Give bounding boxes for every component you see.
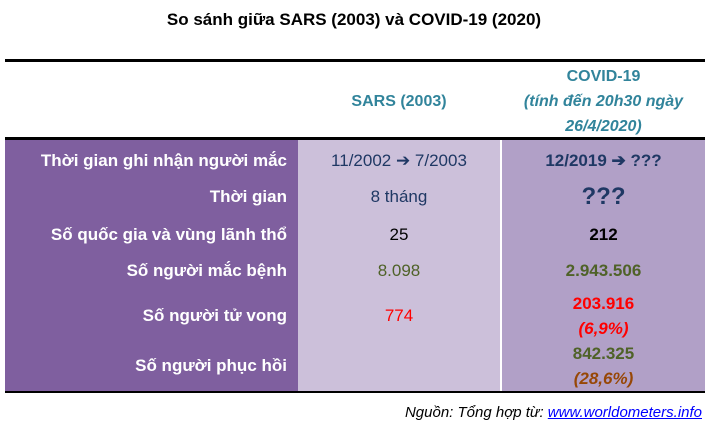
row-label: Số người phục hồi — [135, 356, 287, 375]
covid-value: 2.943.506 — [565, 261, 642, 280]
header-rule — [5, 137, 705, 140]
covid-header-line: 26/4/2020) — [565, 118, 642, 135]
sars-value: 11/2002 ➔ 7/2003 — [331, 151, 467, 170]
row-label: Số người tử vong — [142, 306, 287, 325]
covid-value: 212 — [589, 225, 618, 244]
title: So sánh giữa SARS (2003) và COVID-19 (20… — [166, 10, 542, 29]
sars-value: 8 tháng — [370, 187, 428, 206]
covid-header: COVID-19 (tính đến 20h30 ngày 26/4/2020) — [502, 64, 705, 139]
top-rule — [5, 59, 705, 62]
covid-value: 203.916 — [572, 293, 635, 313]
row-label: Thời gian — [209, 187, 287, 206]
bottom-rule — [5, 391, 705, 393]
covid-header-line: (tính đến 20h30 ngày — [523, 93, 684, 110]
sars-column — [298, 140, 500, 392]
covid-value: 12/2019 ➔ ??? — [545, 151, 662, 170]
covid-value: ??? — [581, 183, 626, 210]
sars-value: 25 — [389, 225, 409, 244]
label-column — [5, 140, 298, 392]
covid-value: (6,9%) — [578, 318, 629, 338]
sars-value: 774 — [384, 306, 414, 325]
source-link[interactable]: www.worldometers.info — [547, 404, 702, 421]
covid-value: 842.325 — [572, 343, 635, 363]
covid-column — [502, 140, 705, 392]
row-label: Thời gian ghi nhận người mắc — [40, 151, 287, 170]
sars-value: 8.098 — [377, 261, 421, 280]
covid-header-line: COVID-19 — [566, 68, 641, 85]
sars-header: SARS (2003) — [351, 93, 447, 110]
source-prefix: Nguồn: Tổng hợp từ: — [404, 404, 548, 421]
row-label: Số quốc gia và vùng lãnh thổ — [50, 225, 287, 244]
covid-value: (28,6%) — [573, 368, 634, 388]
source: Nguồn: Tổng hợp từ: www.worldometers.inf… — [405, 404, 702, 421]
row-label: Số người mắc bệnh — [126, 261, 287, 280]
